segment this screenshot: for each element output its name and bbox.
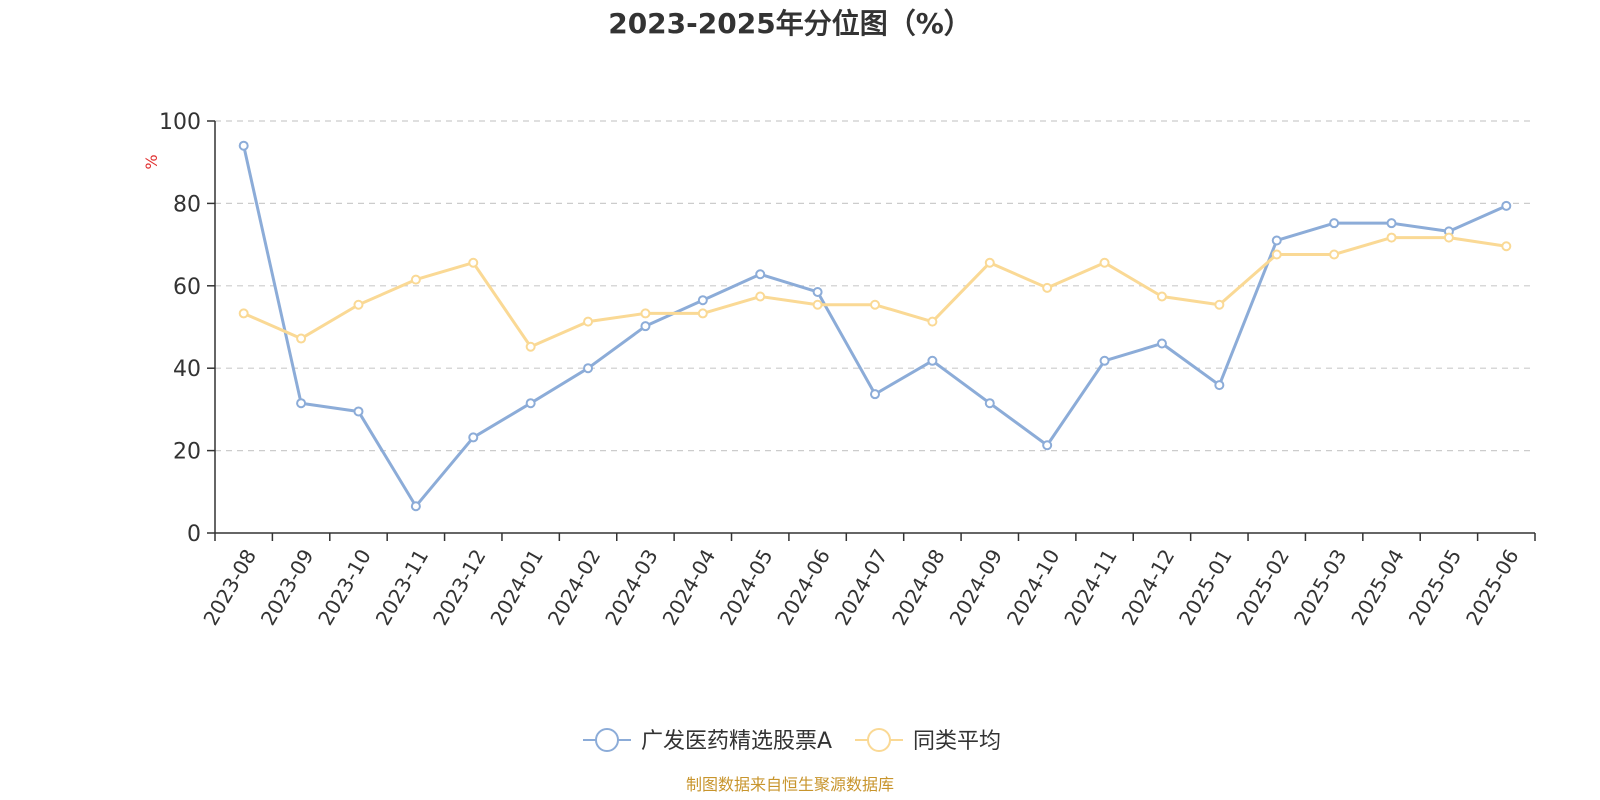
axes [214, 121, 1535, 534]
data-point[interactable] [640, 321, 651, 332]
x-tick-label: 2024-06 [772, 545, 835, 629]
y-tick-label: 0 [187, 522, 201, 547]
chart-title: 2023-2025年分位图（%） [608, 7, 972, 40]
data-point[interactable] [468, 257, 479, 268]
data-point[interactable] [1386, 232, 1397, 243]
x-tick-label: 2024-07 [830, 545, 893, 629]
series-line [243, 236, 1507, 349]
data-point[interactable] [1099, 257, 1110, 268]
x-tick-label: 2025-03 [1289, 545, 1352, 629]
data-point[interactable] [812, 286, 823, 297]
legend-marker-icon [595, 728, 619, 752]
x-tick-label: 2023-09 [256, 545, 319, 629]
series-line [242, 145, 1507, 508]
x-tick-label: 2025-01 [1174, 545, 1237, 629]
data-point[interactable] [984, 257, 995, 268]
x-tick-label: 2025-02 [1231, 545, 1294, 629]
data-point[interactable] [984, 398, 995, 409]
x-tick-label: 2025-05 [1404, 545, 1467, 629]
x-tick-label: 2024-12 [1117, 545, 1180, 629]
data-point[interactable] [1329, 218, 1340, 229]
data-point[interactable] [353, 299, 364, 310]
x-tick-label: 2024-01 [485, 545, 548, 629]
data-point[interactable] [468, 432, 479, 443]
y-axis-ticks: 0 20 40 60 80 100 [159, 110, 215, 547]
data-point[interactable] [525, 341, 536, 352]
y-tick-label: 80 [173, 192, 201, 217]
data-point[interactable] [927, 316, 938, 327]
legend-label: 广发医药精选股票A [641, 729, 832, 754]
data-point[interactable] [1501, 241, 1512, 252]
x-tick-label: 2025-04 [1346, 545, 1409, 629]
data-point[interactable] [353, 406, 364, 417]
data-point[interactable] [1214, 299, 1225, 310]
y-tick-label: 60 [173, 275, 201, 300]
y-tick-label: 100 [159, 110, 201, 135]
data-point[interactable] [1271, 249, 1282, 260]
x-tick-label: 2024-11 [1059, 545, 1122, 629]
source-note: 制图数据来自恒生聚源数据库 [686, 775, 894, 794]
data-point[interactable] [525, 398, 536, 409]
y-axis-unit-label: % [142, 154, 161, 169]
gridlines [215, 120, 1535, 452]
legend-item-1[interactable]: 广发医药精选股票A [583, 728, 832, 754]
data-point[interactable] [697, 308, 708, 319]
data-point[interactable] [1156, 338, 1167, 349]
data-point[interactable] [1156, 291, 1167, 302]
legend[interactable]: 广发医药精选股票A 同类平均 [583, 728, 1001, 754]
x-tick-label: 2024-09 [945, 545, 1008, 629]
legend-label: 同类平均 [913, 729, 1001, 754]
data-point[interactable] [755, 291, 766, 302]
data-point[interactable] [1214, 380, 1225, 391]
data-point[interactable] [1386, 218, 1397, 229]
y-tick-label: 40 [173, 357, 201, 382]
data-point[interactable] [1443, 232, 1454, 243]
data-point[interactable] [583, 363, 594, 374]
data-point[interactable] [870, 389, 880, 400]
data-point[interactable] [1271, 235, 1282, 246]
data-point[interactable] [238, 308, 249, 319]
series-1 [238, 140, 1512, 512]
x-tick-label: 2024-03 [600, 545, 663, 629]
data-point[interactable] [927, 355, 938, 366]
x-tick-label: 2025-06 [1461, 545, 1524, 629]
legend-marker-icon [867, 728, 891, 752]
x-tick-label: 2024-04 [658, 545, 721, 629]
data-point[interactable] [812, 299, 823, 310]
x-tick-label: 2023-12 [428, 545, 491, 629]
x-axis-ticks: 2023-082023-092023-102023-112023-122024-… [198, 533, 1536, 629]
x-tick-label: 2024-08 [887, 545, 950, 629]
data-point[interactable] [410, 501, 421, 512]
data-point[interactable] [1329, 249, 1340, 260]
series-2 [238, 232, 1512, 352]
x-tick-label: 2024-05 [715, 545, 778, 629]
data-point[interactable] [1042, 282, 1053, 293]
y-tick-label: 20 [173, 440, 201, 465]
x-tick-label: 2024-10 [1002, 545, 1065, 629]
data-point[interactable] [296, 398, 307, 409]
data-point[interactable] [755, 269, 766, 280]
data-point[interactable] [296, 333, 307, 344]
data-point[interactable] [640, 308, 651, 319]
x-tick-label: 2023-08 [198, 545, 261, 629]
data-point[interactable] [870, 299, 880, 310]
data-point[interactable] [697, 295, 708, 306]
data-point[interactable] [1099, 355, 1110, 366]
data-point[interactable] [238, 140, 249, 151]
data-point[interactable] [1501, 200, 1512, 211]
x-tick-label: 2023-10 [313, 545, 376, 629]
x-tick-label: 2023-11 [371, 545, 434, 629]
data-point[interactable] [583, 316, 594, 327]
data-point[interactable] [410, 274, 421, 285]
legend-item-2[interactable]: 同类平均 [855, 728, 1001, 754]
x-tick-label: 2024-02 [543, 545, 606, 629]
data-point[interactable] [1042, 440, 1053, 451]
series-layer [238, 140, 1512, 512]
